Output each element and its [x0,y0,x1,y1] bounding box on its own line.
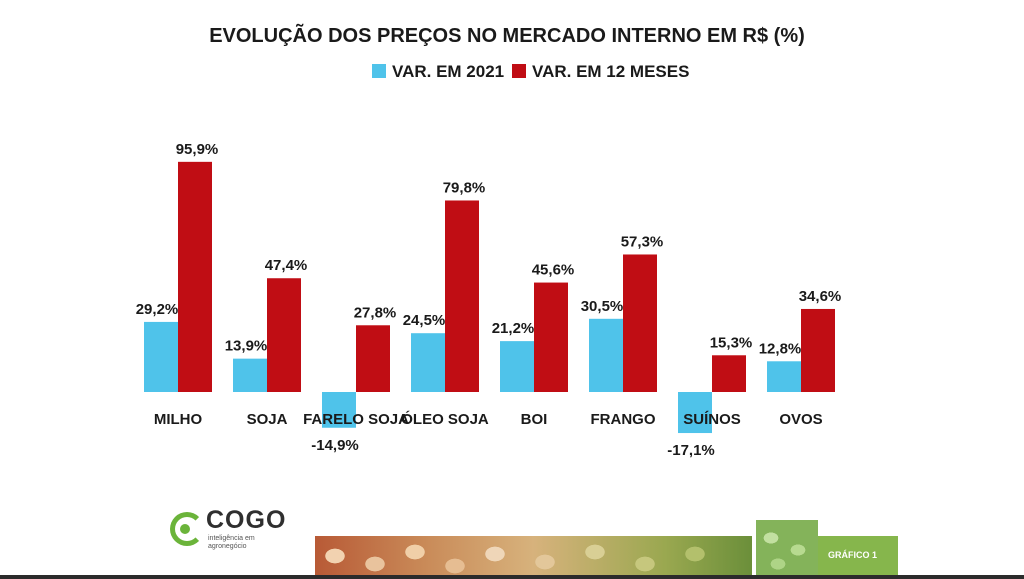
logo-tagline: inteligência em agronegócio [208,535,255,550]
value-label-ovos-series-1: 12,8% [759,340,802,357]
bar-suinos-series-1 [678,392,712,434]
eggs-photo [315,536,752,579]
value-label-boi-series-1: 21,2% [492,320,535,337]
category-label-soja: SOJA [247,411,288,428]
bar-frango-series-2 [623,254,657,392]
category-label-ovos: OVOS [779,411,822,428]
figure-label-box: GRÁFICO 1 [818,536,898,579]
legend-label-12-meses: VAR. EM 12 MESES [532,62,689,81]
bar-milho-series-1 [144,321,178,392]
value-label-oleo-soja-series-1: 24,5% [403,312,446,329]
bar-farelo-soja-series-2 [356,325,390,392]
legend-swatch-12-meses [512,64,526,78]
value-label-suinos-series-2: 15,3% [710,334,753,351]
legend: VAR. EM 2021 VAR. EM 12 MESES [372,62,689,81]
bar-boi-series-2 [534,282,568,392]
logo-name: COGO [206,506,287,534]
bar-oleo-soja-series-2 [445,200,479,392]
bar-suinos-series-2 [712,355,746,392]
bar-soja-series-2 [267,278,301,392]
category-label-farelo-soja: FARELO SOJA [303,411,409,428]
bars-group [144,161,835,434]
value-label-soja-series-2: 47,4% [265,257,308,274]
category-label-frango: FRANGO [591,411,656,428]
bar-milho-series-2 [178,161,212,392]
value-label-farelo-soja-series-1: -14,9% [311,437,359,454]
value-label-farelo-soja-series-2: 27,8% [354,304,397,321]
logo-ring-icon [170,512,204,546]
category-label-boi: BOI [521,411,548,428]
bar-ovos-series-2 [801,308,835,392]
value-label-soja-series-1: 13,9% [225,338,268,355]
bar-boi-series-1 [500,341,534,392]
logo-dot-icon [180,524,190,534]
category-label-oleo-soja: ÓLEO SOJA [401,410,489,428]
bar-soja-series-1 [233,358,267,392]
bar-farelo-soja-series-1 [322,392,356,428]
value-labels-group: 29,2% 95,9% 13,9% 47,4% -14,9% 27,8% 24,5% 79,8… [136,141,842,459]
chart: EVOLUÇÃO DOS PREÇOS NO MERCADO INTERNO E… [136,24,842,459]
value-label-oleo-soja-series-2: 79,8% [443,179,486,196]
bar-frango-series-1 [589,318,623,392]
legend-swatch-2021 [372,64,386,78]
legend-label-2021: VAR. EM 2021 [392,62,504,81]
category-label-milho: MILHO [154,411,203,428]
value-label-milho-series-2: 95,9% [176,141,219,158]
cogo-logo: COGO inteligência em agronegócio [170,506,285,556]
value-label-frango-series-2: 57,3% [621,233,664,250]
value-label-milho-series-1: 29,2% [136,301,179,318]
value-label-boi-series-2: 45,6% [532,262,575,279]
value-label-suinos-series-1: -17,1% [667,442,715,459]
bar-oleo-soja-series-1 [411,333,445,392]
category-label-suinos: SUÍNOS [683,411,741,428]
bottom-bar [0,575,1024,579]
bar-ovos-series-1 [767,361,801,392]
green-eggs-photo [756,520,818,579]
value-label-ovos-series-2: 34,6% [799,288,842,305]
value-label-frango-series-1: 30,5% [581,298,624,315]
chart-title: EVOLUÇÃO DOS PREÇOS NO MERCADO INTERNO E… [209,24,805,47]
figure-label: GRÁFICO 1 [828,550,878,560]
